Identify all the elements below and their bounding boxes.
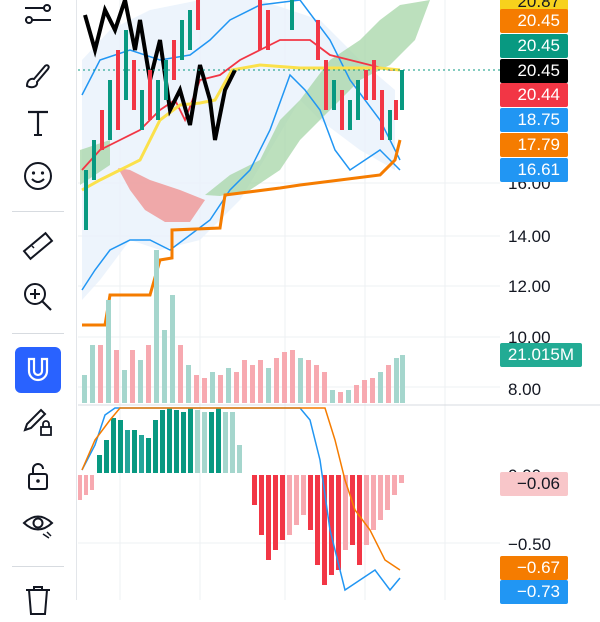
price-axis-label: 8.00 — [508, 380, 542, 399]
price-label-last: 20.45 — [500, 34, 568, 58]
price-label-bollinger-upper: 18.75 — [500, 108, 568, 132]
price-label-orange: 20.45 — [500, 9, 568, 33]
emoji-tool-icon[interactable] — [15, 153, 61, 199]
macd-line-label: −0.73 — [500, 580, 568, 604]
toolbar-divider — [12, 211, 64, 212]
bollinger-band-fill — [82, 0, 395, 300]
price-label-red: 20.44 — [500, 83, 568, 107]
senkou-orange-line — [82, 139, 402, 327]
bollinger-upper-line — [81, 0, 401, 161]
kijun-red-line — [81, 39, 400, 171]
ichimoku-cloud-green — [80, 0, 430, 196]
macd-histogram — [78, 408, 404, 585]
eye-visibility-icon[interactable] — [15, 500, 61, 546]
drawing-toolbar — [0, 0, 77, 615]
toolbar-divider — [12, 566, 64, 567]
volume-value-label: 21.015M — [499, 343, 582, 367]
price-label-senkou: 17.79 — [500, 133, 568, 157]
chart-area[interactable]: 16.00 14.00 12.00 10.00 8.00 0.00 −0.50 … — [78, 0, 600, 604]
price-label-black: 20.45 — [500, 59, 568, 83]
macd-axis-label: −0.50 — [508, 535, 552, 554]
price-label-bollinger-lower: 16.61 — [500, 158, 568, 182]
lagging-black-line — [83, 0, 237, 141]
text-tool-icon[interactable] — [15, 100, 61, 146]
macd-signal-label: −0.67 — [500, 556, 568, 580]
chart-canvas — [78, 0, 600, 600]
macd-signal-line — [81, 407, 401, 571]
ichimoku-cloud-red — [118, 168, 205, 222]
macd-line — [81, 407, 401, 592]
toolbar-divider — [12, 333, 64, 334]
price-axis-label: 14.00 — [508, 227, 551, 246]
trend-line-tool-icon[interactable] — [15, 0, 61, 38]
candlesticks — [84, 0, 404, 230]
bollinger-lower-line — [81, 73, 401, 291]
price-axis-label: 12.00 — [508, 277, 551, 296]
grid — [78, 0, 500, 600]
magnet-mode-icon[interactable] — [15, 347, 61, 393]
volume-bars — [82, 250, 405, 403]
ruler-tool-icon[interactable] — [15, 223, 61, 269]
zoom-in-tool-icon[interactable] — [15, 274, 61, 320]
price-axis-label: 10.00 — [508, 328, 551, 347]
brush-tool-icon[interactable] — [15, 52, 61, 98]
lock-icon[interactable] — [15, 453, 61, 499]
trash-icon[interactable] — [15, 576, 61, 622]
lock-drawings-icon[interactable] — [15, 398, 61, 444]
macd-histogram-label: −0.06 — [500, 472, 568, 496]
